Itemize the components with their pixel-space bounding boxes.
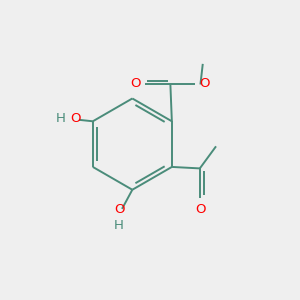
Text: H: H bbox=[56, 112, 65, 125]
Text: O: O bbox=[70, 112, 80, 125]
Text: O: O bbox=[195, 202, 206, 215]
Text: O: O bbox=[200, 77, 210, 90]
Text: O: O bbox=[131, 77, 141, 90]
Text: H: H bbox=[113, 219, 123, 232]
Text: O: O bbox=[115, 203, 125, 216]
